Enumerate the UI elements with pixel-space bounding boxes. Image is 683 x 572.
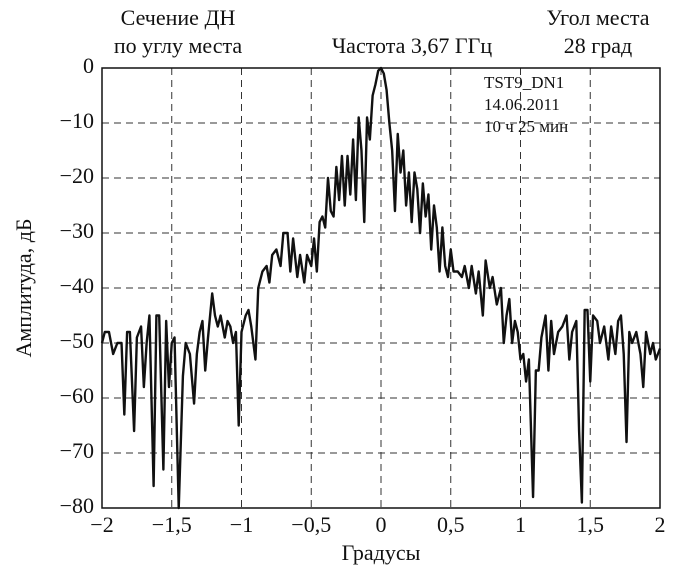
x-tick-label: −1,5	[152, 512, 192, 537]
y-tick-label: −50	[60, 328, 94, 353]
y-axis-label: Амплитуда, дБ	[11, 218, 36, 357]
x-tick-label: 1	[515, 512, 526, 537]
header-right: Угол места	[547, 5, 650, 30]
annotation: 10 ч 25 мин	[484, 117, 568, 136]
header-left: по углу места	[114, 33, 243, 58]
x-tick-label: 1,5	[577, 512, 605, 537]
y-tick-label: −10	[60, 108, 94, 133]
x-tick-label: 2	[655, 512, 666, 537]
annotation: 14.06.2011	[484, 95, 560, 114]
y-tick-label: −70	[60, 438, 94, 463]
line	[100, 66, 662, 510]
y-tick-label: −40	[60, 273, 94, 298]
header-right: 28 град	[564, 33, 632, 58]
x-tick-label: 0,5	[437, 512, 465, 537]
y-tick-label: 0	[83, 53, 94, 78]
y-tick-label: −60	[60, 383, 94, 408]
x-tick-label: 0	[376, 512, 387, 537]
y-tick-label: −20	[60, 163, 94, 188]
x-tick-label: −2	[90, 512, 113, 537]
chart-title: Частота 3,67 ГГц	[332, 33, 492, 58]
x-axis-label: Градусы	[342, 540, 421, 565]
x-tick-label: −0,5	[291, 512, 331, 537]
annotation: TST9_DN1	[484, 73, 564, 92]
header-left: Сечение ДН	[121, 5, 236, 30]
y-tick-label: −80	[60, 493, 94, 518]
x-tick-label: −1	[230, 512, 253, 537]
y-tick-label: −30	[60, 218, 94, 243]
